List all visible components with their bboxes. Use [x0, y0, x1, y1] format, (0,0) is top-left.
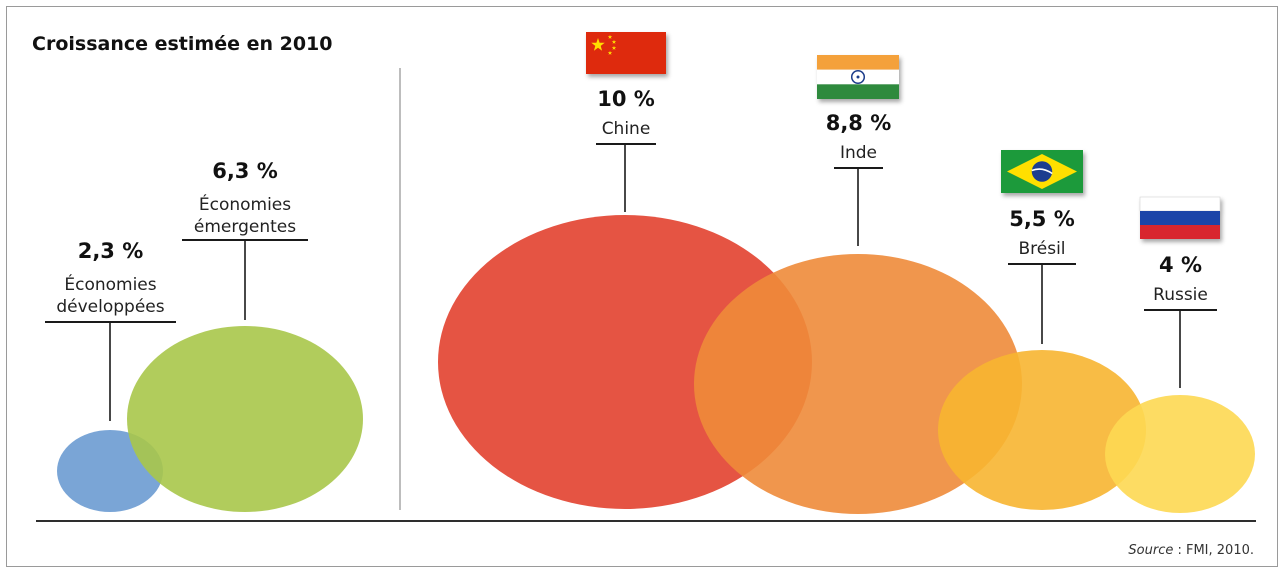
category-label-chine-line-1: Chine [602, 119, 651, 139]
bubble-economies-emergentes [127, 326, 363, 512]
india-flag-icon [817, 55, 899, 99]
source-text: : FMI, 2010. [1173, 543, 1254, 558]
leaders-layer [45, 143, 1217, 421]
value-label-bresil: 5,5 % [1009, 207, 1075, 231]
chart-title: Croissance estimée en 2010 [32, 33, 333, 55]
china-flag-icon [586, 32, 666, 74]
category-label-economies-developpees-line-2: développées [56, 297, 164, 317]
bubbles-layer [57, 215, 1255, 514]
value-label-inde: 8,8 % [826, 111, 892, 135]
bubble-bresil [938, 350, 1146, 510]
source-prefix: Source [1128, 543, 1173, 558]
brazil-flag-icon [1001, 150, 1083, 193]
value-label-chine: 10 % [597, 87, 655, 111]
russia-flag-icon [1139, 196, 1221, 239]
value-label-economies-emergentes: 6,3 % [212, 159, 278, 183]
category-label-economies-developpees-line-1: Économies [64, 273, 156, 295]
bubble-russie [1105, 395, 1255, 513]
source-note: Source : FMI, 2010. [1128, 543, 1254, 558]
category-label-economies-emergentes-line-1: Économies [199, 193, 291, 215]
flags-layer [586, 32, 1221, 239]
value-label-economies-developpees: 2,3 % [78, 239, 144, 263]
bubble-inde [694, 254, 1022, 514]
category-label-russie-line-1: Russie [1153, 285, 1208, 305]
category-label-inde-line-1: Inde [840, 143, 877, 163]
chart-frame [6, 6, 1278, 567]
category-label-economies-emergentes-line-2: émergentes [194, 217, 296, 237]
value-label-russie: 4 % [1159, 253, 1202, 277]
category-label-bresil-line-1: Brésil [1018, 239, 1065, 259]
